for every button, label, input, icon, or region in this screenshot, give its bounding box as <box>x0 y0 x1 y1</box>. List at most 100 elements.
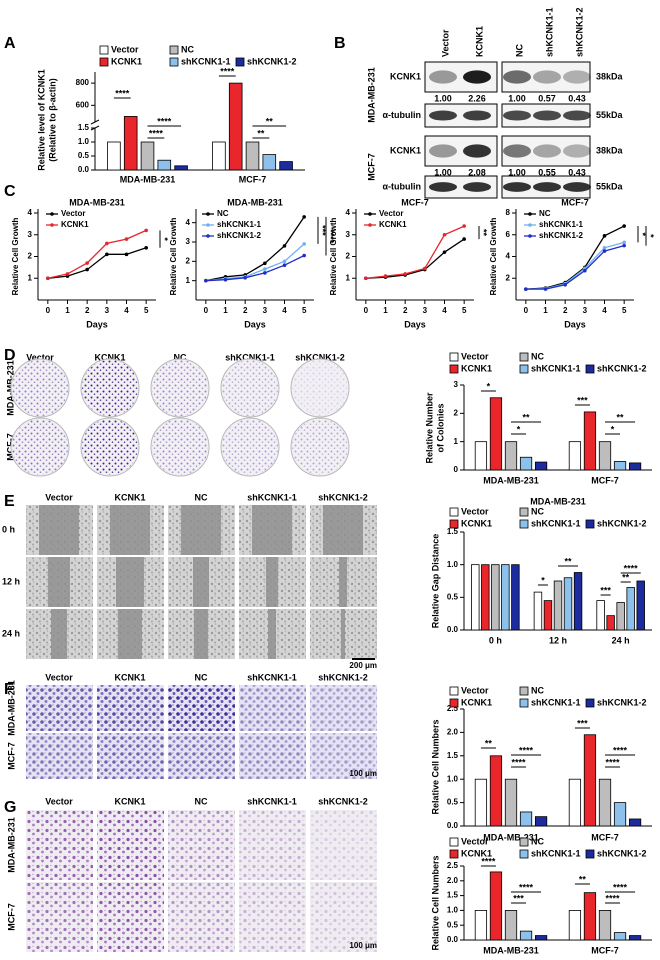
bar <box>489 755 503 827</box>
row-label: 12 h <box>2 576 20 586</box>
bar <box>511 564 520 631</box>
x-tick-label: 5 <box>302 306 307 315</box>
y-tick-label: 2.0 <box>447 876 459 885</box>
y-tick-label: 3 <box>454 380 459 389</box>
bar <box>474 910 488 941</box>
point <box>622 243 626 248</box>
micrograph-stain <box>239 685 306 731</box>
y-tick-label: 4 <box>186 218 191 227</box>
significance-label: * <box>160 237 170 241</box>
legend-label: KCNK1 <box>111 56 142 66</box>
y-tick-label: 0.0 <box>447 821 459 830</box>
point <box>85 261 89 265</box>
legend-label: shKCNK1-1 <box>181 56 231 66</box>
x-tick-label: 3 <box>105 306 110 315</box>
micrograph-stain <box>310 685 377 731</box>
blot-quant: 2.08 <box>468 167 486 177</box>
wound-gap <box>181 505 221 555</box>
legend-label: NC <box>217 209 229 218</box>
bar <box>543 600 553 631</box>
bar <box>606 615 615 631</box>
legend-label: shKCNK1-2 <box>217 231 262 240</box>
row-label: MCF-7 <box>6 903 16 931</box>
column-label: shKCNK1-2 <box>318 796 368 806</box>
legend-swatch <box>449 364 459 374</box>
column-label: KCNK1 <box>94 352 125 362</box>
bar <box>474 778 488 827</box>
bar <box>553 580 563 631</box>
significance-label: ** <box>523 412 531 422</box>
significance-label: **** <box>613 882 628 892</box>
significance-label: **** <box>606 893 621 903</box>
blot-quant: 0.55 <box>538 167 556 177</box>
bar <box>583 411 597 471</box>
bar <box>613 461 627 471</box>
micrograph-stain <box>239 882 306 952</box>
point <box>263 261 267 266</box>
y-tick-label: 1 <box>346 273 351 282</box>
scale-bar-label: 100 μm <box>349 769 377 778</box>
bar <box>212 141 226 171</box>
significance-label: *** <box>577 718 588 728</box>
bar <box>501 564 510 631</box>
blot-band <box>503 110 531 121</box>
bar <box>534 935 548 941</box>
wound-gap <box>110 505 150 555</box>
bar <box>140 141 155 171</box>
column-label: NC <box>195 492 208 502</box>
micrograph-stain <box>26 685 93 731</box>
point <box>65 272 70 276</box>
blot-band <box>533 110 561 121</box>
legend-label: NC <box>531 685 544 695</box>
legend-marker <box>50 223 54 227</box>
bar <box>568 910 582 941</box>
legend-swatch <box>99 45 109 55</box>
point <box>144 246 148 250</box>
significance-label: ** <box>622 572 630 582</box>
micrograph-stain <box>26 810 93 880</box>
chart-title: MDA-MB-231 <box>69 197 125 207</box>
point <box>364 276 368 281</box>
blot-size: 55kDa <box>596 181 624 191</box>
y-axis-label: Relative Cell Numbers <box>430 855 440 950</box>
y-axis-label: Relative Cell Growth <box>489 217 498 295</box>
colony-stain <box>12 419 68 475</box>
y-axis-label: Relative Cell Growth <box>11 217 20 295</box>
y-tick-label: 0.0 <box>447 625 459 634</box>
legend-label: NC <box>531 506 544 516</box>
bar <box>628 935 642 941</box>
x-tick-label: 1 <box>65 306 70 315</box>
blot-size: 38kDa <box>596 71 624 81</box>
point <box>243 275 247 280</box>
lane-label: shKCNK1-1 <box>544 7 554 57</box>
blot-band <box>503 144 531 158</box>
legend-label: shKCNK1-1 <box>531 518 581 528</box>
panel-letter: F <box>4 681 14 698</box>
x-axis-label: Days <box>404 319 426 329</box>
legend-label: NC <box>539 209 551 218</box>
panel-letter: A <box>4 35 16 52</box>
significance-label: **** <box>326 229 336 244</box>
column-label: Vector <box>45 796 73 806</box>
x-axis-label: Days <box>86 319 108 329</box>
colony-stain <box>82 360 138 416</box>
bar <box>598 441 612 471</box>
x-tick-label: 0 <box>204 306 209 315</box>
significance-label: ** <box>479 229 489 237</box>
legend-label: shKCNK1-2 <box>597 363 647 373</box>
significance-label: **** <box>157 116 172 126</box>
x-tick-label: 3 <box>583 306 588 315</box>
x-tick-label: 2 <box>85 306 90 315</box>
micrograph-stain <box>97 810 164 880</box>
point <box>263 267 267 271</box>
y-axis-label: of Colonies <box>435 404 445 453</box>
bar <box>628 462 642 471</box>
x-tick-label: 1 <box>543 306 548 315</box>
blot-band <box>429 182 457 192</box>
row-label: MDA-MB-231 <box>5 360 15 416</box>
point <box>602 249 607 253</box>
blot-quant: 0.43 <box>568 167 586 177</box>
y-tick-label: 2.5 <box>447 704 459 713</box>
point <box>462 237 466 241</box>
blot-row-label: KCNK1 <box>390 71 421 81</box>
